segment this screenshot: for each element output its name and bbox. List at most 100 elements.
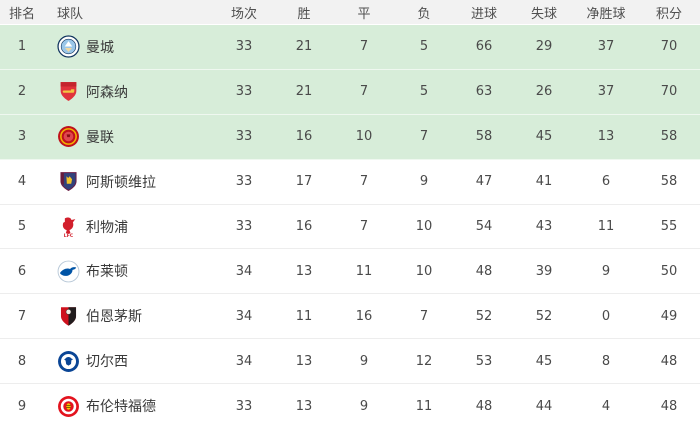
goal-diff-cell: 8: [601, 353, 611, 369]
wins-cell: 21: [295, 84, 313, 100]
team-badge-icon: [57, 35, 80, 59]
wins-cell: 13: [295, 353, 313, 369]
header-rank: 排名: [8, 6, 35, 22]
points-cell: 70: [660, 39, 678, 55]
team-cell: 曼联: [44, 125, 214, 148]
goals-against-cell: 43: [535, 219, 553, 234]
draws-cell: 9: [359, 398, 369, 414]
team-name: 曼联: [86, 129, 114, 146]
played-cell: 34: [235, 353, 253, 369]
team-name: 伯恩茅斯: [86, 309, 142, 326]
team-cell: 阿斯顿维拉: [44, 170, 214, 193]
table-row[interactable]: 5 LFC 利物浦 33 16 7 10 54 43 11 55: [0, 204, 700, 250]
draws-cell: 16: [355, 308, 373, 324]
rank-cell: 4: [17, 174, 27, 190]
rank-cell: 6: [17, 263, 27, 279]
team-name: 切尔西: [86, 354, 128, 371]
bournemouth-badge-icon: [60, 307, 77, 326]
losses-cell: 12: [415, 353, 433, 369]
team-name: 利物浦: [86, 219, 128, 236]
table-row[interactable]: 1 曼城 33 21 7 5 66 29 37 70: [0, 25, 700, 70]
points-cell: 48: [660, 398, 678, 414]
goals-against-cell: 39: [535, 263, 553, 279]
wins-cell: 21: [295, 39, 313, 55]
team-badge-icon: [57, 350, 80, 373]
team-badge-icon: [57, 260, 80, 283]
goals-against-cell: 45: [535, 353, 553, 369]
goals-against-cell: 44: [535, 398, 553, 414]
points-cell: 70: [660, 84, 678, 100]
points-cell: 55: [660, 219, 678, 234]
header-points: 积分: [655, 6, 682, 22]
table-header: 排名 球队 场次 胜 平 负 进球 失球 净胜球 积分: [0, 0, 700, 25]
goals-for-cell: 48: [475, 263, 493, 279]
rank-cell: 9: [17, 398, 27, 414]
man-united-badge-icon: [58, 126, 79, 148]
goal-diff-cell: 6: [601, 174, 611, 190]
goals-for-cell: 48: [475, 398, 493, 414]
goal-diff-cell: 11: [597, 219, 615, 234]
chelsea-badge-icon: [58, 350, 79, 372]
goal-diff-cell: 37: [597, 84, 615, 100]
goals-for-cell: 66: [475, 39, 493, 55]
goals-against-cell: 45: [535, 129, 553, 145]
rank-cell: 1: [17, 39, 27, 55]
header-goals-against: 失球: [530, 6, 557, 22]
played-cell: 33: [235, 84, 253, 100]
team-name: 布伦特福德: [86, 399, 156, 416]
table-row[interactable]: 3 曼联 33 16 10 7 58 45 13 58: [0, 114, 700, 160]
team-name: 阿森纳: [86, 84, 128, 101]
goal-diff-cell: 13: [597, 129, 615, 145]
team-cell: 曼城: [44, 35, 214, 59]
wins-cell: 13: [295, 263, 313, 279]
header-team: 球队: [57, 6, 84, 22]
played-cell: 33: [235, 174, 253, 190]
team-cell: 布伦特福德: [44, 395, 214, 418]
rank-cell: 2: [17, 84, 27, 100]
wins-cell: 11: [295, 308, 313, 324]
goals-against-cell: 41: [535, 174, 553, 190]
points-cell: 48: [660, 353, 678, 369]
losses-cell: 10: [415, 263, 433, 279]
aston-villa-badge-icon: [60, 172, 77, 192]
wins-cell: 13: [295, 398, 313, 414]
goals-for-cell: 47: [475, 174, 493, 190]
goal-diff-cell: 37: [597, 39, 615, 55]
table-row[interactable]: 2 阿森纳 33 21 7 5 63 26 37 70: [0, 69, 700, 115]
draws-cell: 7: [359, 219, 369, 234]
team-cell: LFC 利物浦: [44, 215, 214, 238]
team-badge-icon: LFC: [57, 215, 80, 238]
goals-for-cell: 63: [475, 84, 493, 100]
table-row[interactable]: 6 布莱顿 34 13 11 10 48 39 9 50: [0, 249, 700, 295]
arsenal-badge-icon: [60, 82, 77, 102]
points-cell: 58: [660, 174, 678, 190]
points-cell: 49: [660, 308, 678, 324]
team-cell: 切尔西: [44, 350, 214, 373]
rank-cell: 5: [17, 219, 27, 234]
table-row[interactable]: 8 切尔西 34 13 9 12 53 45 8 48: [0, 339, 700, 385]
draws-cell: 7: [359, 84, 369, 100]
losses-cell: 7: [419, 308, 429, 324]
goals-for-cell: 54: [475, 219, 493, 234]
played-cell: 34: [235, 308, 253, 324]
team-cell: 阿森纳: [44, 80, 214, 103]
goals-for-cell: 53: [475, 353, 493, 369]
losses-cell: 10: [415, 219, 433, 234]
table-row[interactable]: 7 伯恩茅斯 34 11 16 7 52 52 0 49: [0, 294, 700, 340]
team-badge-icon: [57, 395, 80, 418]
rank-cell: 3: [17, 129, 27, 145]
liverpool-badge-icon: LFC: [62, 217, 76, 238]
header-draws: 平: [357, 6, 371, 22]
team-badge-icon: [57, 80, 80, 103]
header-played: 场次: [230, 6, 257, 22]
brighton-badge-icon: [57, 260, 80, 283]
table-row[interactable]: 4 阿斯顿维拉 33 17 7 9 47 41 6 58: [0, 159, 700, 205]
losses-cell: 9: [419, 174, 429, 190]
table-row[interactable]: 9 布伦特福德 33 13 9 11 48 44 4 48: [0, 384, 700, 428]
team-name: 曼城: [86, 39, 114, 56]
played-cell: 33: [235, 129, 253, 145]
losses-cell: 11: [415, 398, 433, 414]
header-losses: 负: [417, 6, 431, 22]
team-badge-icon: [57, 170, 80, 193]
